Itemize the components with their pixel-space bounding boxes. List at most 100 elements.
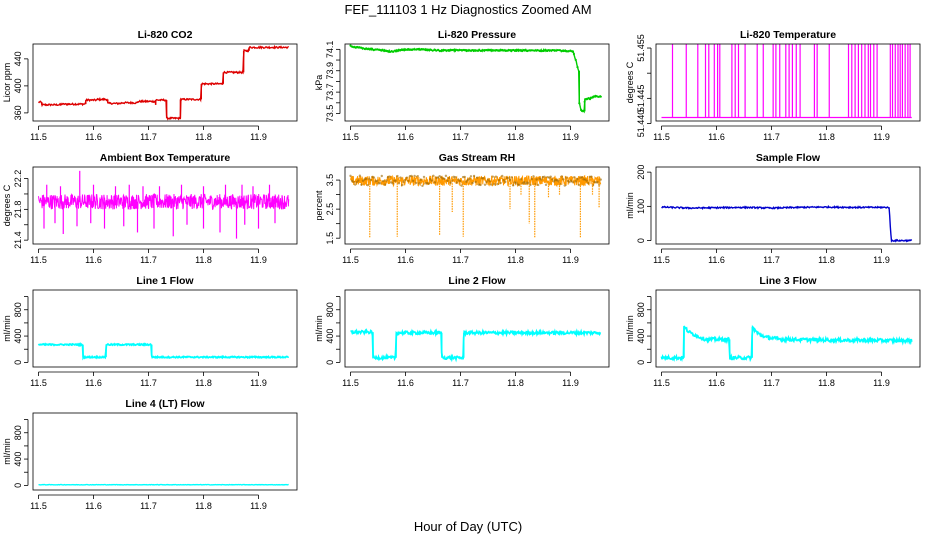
series-point: [581, 109, 584, 112]
series-point: [495, 49, 499, 52]
y-axis-label: ml/min: [625, 315, 635, 342]
panel-pressure: Li-820 Pressure kPa 11.5 11.6 11.7 11.8 11.9 73…: [314, 29, 610, 142]
x-tick-label: 11.9: [873, 378, 890, 388]
series-point: [522, 48, 525, 52]
series-point: [374, 48, 377, 51]
series-point: [590, 96, 593, 99]
series-point: [565, 49, 568, 53]
x-tick-label: 11.9: [562, 255, 579, 265]
x-tick-label: 11.5: [30, 255, 47, 265]
series-point: [391, 182, 394, 185]
series-point: [435, 49, 438, 52]
series-point: [585, 179, 588, 182]
y-tick-label: 21.4: [13, 231, 23, 249]
series-point: [532, 175, 535, 178]
series-point: [394, 49, 397, 52]
series-point: [515, 181, 518, 184]
series-point: [583, 100, 586, 103]
series-point: [383, 49, 386, 52]
series-point: [447, 176, 451, 180]
series-point: [522, 180, 526, 184]
series-point: [596, 180, 599, 184]
series-point: [524, 48, 527, 51]
series-point: [406, 48, 409, 51]
series-point: [486, 178, 490, 181]
x-tick-label: 11.8: [195, 132, 212, 142]
series-line: [38, 192, 290, 211]
x-tick-label: 11.8: [507, 378, 524, 388]
series-point: [519, 49, 522, 52]
series-point: [490, 183, 493, 186]
series-point: [529, 49, 533, 52]
series-point: [504, 180, 507, 184]
series-point: [563, 184, 566, 187]
panel-title: Line 2 Flow: [448, 275, 506, 287]
series-point: [379, 49, 382, 52]
series-point: [365, 47, 368, 50]
y-tick-label: 21.8: [13, 201, 23, 219]
y-tick-label: 360: [13, 105, 23, 120]
plot-frame: [655, 43, 921, 122]
data-layer: [38, 44, 289, 121]
series-point: [572, 176, 576, 179]
series-point: [418, 182, 421, 185]
series-point: [580, 175, 584, 179]
series-point: [440, 49, 443, 53]
series-point: [562, 49, 565, 52]
y-tick-label: 800: [13, 425, 23, 440]
x-tick-label: 11.6: [397, 378, 414, 388]
series-point: [422, 175, 426, 179]
y-tick-label: 73.5: [325, 105, 335, 123]
x-tick-label: 11.6: [397, 255, 414, 265]
panel-line1-flow: Line 1 Flow ml/min 11.5 11.6 11.7 11.8 11.9 0 40…: [2, 275, 298, 388]
series-point: [410, 48, 413, 52]
series-point: [394, 179, 398, 182]
series-point: [497, 179, 501, 182]
series-point: [560, 175, 563, 178]
y-tick-label: 400: [13, 329, 23, 344]
series-point: [388, 50, 391, 54]
series-point: [352, 180, 355, 184]
series-point: [349, 44, 352, 47]
series-point: [444, 174, 448, 178]
x-tick-label: 11.5: [653, 378, 670, 388]
series-point: [508, 49, 511, 52]
series-point: [469, 175, 473, 178]
y-tick-label: 100: [636, 199, 646, 214]
series-point: [470, 49, 474, 52]
series-point: [403, 49, 406, 52]
series-point: [447, 49, 450, 52]
data-layer: [349, 44, 602, 114]
series-point: [549, 175, 552, 178]
series-point: [363, 47, 366, 51]
series-point: [542, 49, 545, 52]
series-point: [554, 49, 558, 52]
series-point: [415, 48, 418, 51]
series-point: [465, 49, 468, 53]
series-point: [465, 180, 468, 183]
x-tick-label: 11.9: [873, 132, 890, 142]
y-tick-label: 400: [13, 452, 23, 467]
x-tick-label: 11.9: [250, 255, 267, 265]
series-point: [454, 175, 457, 179]
series-point: [531, 49, 534, 52]
series-point: [494, 49, 497, 52]
series-point: [395, 49, 399, 52]
series-point: [475, 176, 479, 179]
series-point: [528, 49, 531, 52]
series-point: [519, 178, 523, 181]
series-point: [431, 49, 434, 52]
series-point: [483, 49, 486, 52]
panel-line3-flow: Line 3 Flow ml/min 11.5 11.6 11.7 11.8 11.9 0 40…: [625, 275, 921, 388]
series-point: [402, 180, 405, 184]
series-point: [492, 49, 495, 52]
y-tick-label: 0: [325, 360, 335, 365]
series-point: [508, 178, 512, 182]
x-tick-label: 11.7: [452, 255, 469, 265]
x-tick-label: 11.7: [140, 132, 157, 142]
y-axis-label: ml/min: [625, 192, 635, 219]
series-point: [571, 180, 574, 184]
series-point: [567, 50, 570, 53]
series-point: [553, 49, 556, 52]
series-point: [501, 174, 504, 178]
